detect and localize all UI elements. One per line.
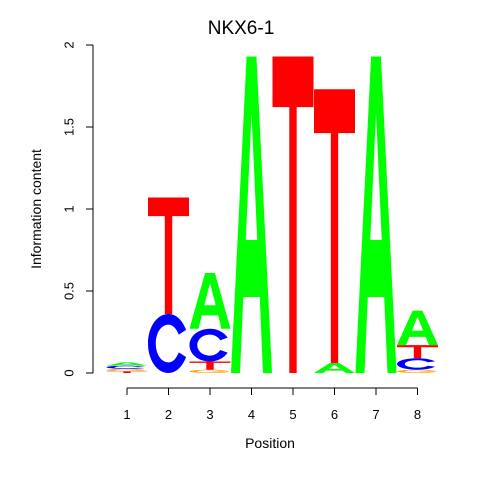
x-tick-label: 4 xyxy=(248,407,255,422)
x-tick-label: 8 xyxy=(414,407,421,422)
stack-position-6 xyxy=(314,89,355,373)
letter-G-pos-1 xyxy=(106,368,146,372)
stack-position-4 xyxy=(231,56,272,373)
x-tick-label: 3 xyxy=(206,407,213,422)
letter-T-pos-5 xyxy=(272,56,314,373)
y-tick-label: 1.5 xyxy=(61,118,76,136)
letter-A-pos-7 xyxy=(355,56,397,373)
y-tick-label: 2 xyxy=(61,41,76,48)
letter-A-pos-3 xyxy=(189,272,231,329)
y-axis: 0 0.5 1 1.5 2 xyxy=(61,41,94,377)
letter-G-pos-3 xyxy=(189,369,229,373)
y-tick-label: 0.5 xyxy=(61,282,76,300)
letter-G-pos-8 xyxy=(397,369,437,373)
stack-position-5 xyxy=(272,56,314,373)
letter-T-pos-8 xyxy=(397,345,438,359)
letter-A-pos-1 xyxy=(106,362,148,366)
x-axis-label: Position xyxy=(245,435,295,451)
letter-A-pos-6 xyxy=(314,363,355,373)
stack-position-8 xyxy=(397,310,438,373)
letter-stacks xyxy=(106,56,438,373)
y-tick-label: 0 xyxy=(61,369,76,376)
x-tick-label: 1 xyxy=(123,407,130,422)
y-axis-label: Information content xyxy=(28,149,44,269)
x-axis: 1 2 3 4 5 6 7 8 xyxy=(123,387,421,422)
stack-position-7 xyxy=(355,56,397,373)
letter-T-pos-3 xyxy=(189,361,231,370)
letter-T-pos-2 xyxy=(148,197,189,314)
letter-A-pos-8 xyxy=(397,310,438,346)
x-tick-label: 2 xyxy=(165,407,172,422)
stack-position-3 xyxy=(189,272,231,373)
stack-position-1 xyxy=(106,362,148,373)
letter-T-pos-6 xyxy=(314,89,355,364)
letter-C-pos-2 xyxy=(148,313,187,373)
letter-C-pos-8 xyxy=(397,358,436,370)
x-tick-label: 5 xyxy=(289,407,296,422)
x-tick-label: 7 xyxy=(372,407,379,422)
y-tick-label: 1 xyxy=(61,205,76,212)
letter-C-pos-1 xyxy=(106,365,145,369)
chart-title: NKX6-1 xyxy=(208,18,275,39)
letter-C-pos-3 xyxy=(189,328,228,362)
x-tick-label: 6 xyxy=(331,407,338,422)
letter-T-pos-1 xyxy=(106,371,148,373)
letter-A-pos-4 xyxy=(231,56,272,373)
stack-position-2 xyxy=(148,197,189,373)
